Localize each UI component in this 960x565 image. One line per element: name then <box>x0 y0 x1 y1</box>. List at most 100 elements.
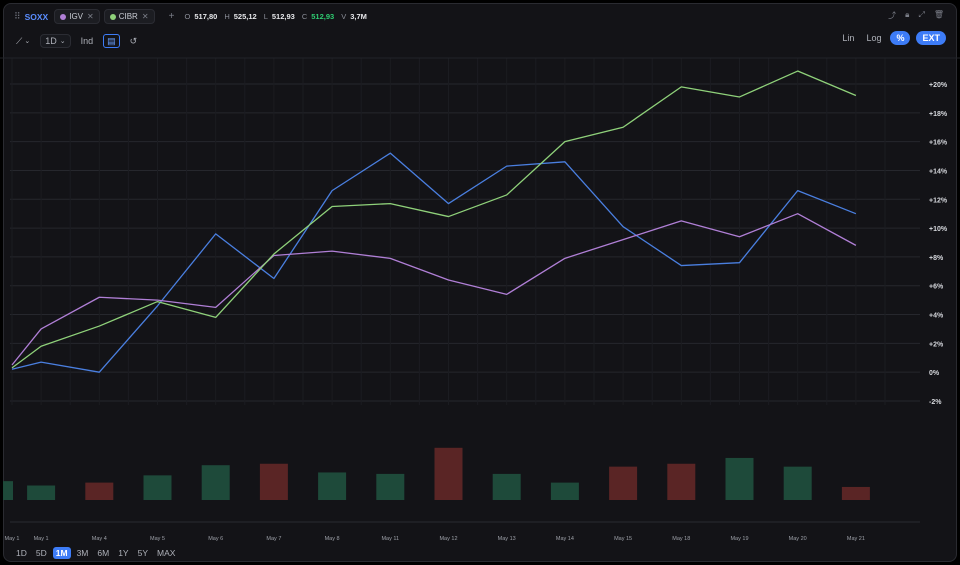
share-icon[interactable]: ⤴ <box>888 11 897 20</box>
range-1d[interactable]: 1D <box>16 548 27 558</box>
x-tick-label: May 11 <box>381 536 399 542</box>
x-tick-label: May 5 <box>150 536 165 542</box>
x-tick-label: May 7 <box>266 536 281 542</box>
percent-scale-button[interactable]: % <box>890 31 911 45</box>
volume-bar <box>434 447 463 500</box>
x-tick-label: May 14 <box>556 536 574 542</box>
series-line-soxx <box>11 152 857 373</box>
x-tick-label: May 1 <box>34 536 49 542</box>
y-tick-label: +14% <box>929 168 948 175</box>
trash-icon[interactable]: 🗑︎ <box>933 10 944 19</box>
close-label: C <box>301 12 308 21</box>
open-label: O <box>184 12 191 21</box>
lin-scale-button[interactable]: Lin <box>842 33 855 43</box>
range-5y[interactable]: 5Y <box>137 548 148 558</box>
volume-bar <box>783 466 812 500</box>
x-tick-label: May 6 <box>208 536 223 542</box>
range-1m[interactable]: 1M <box>52 547 71 559</box>
y-tick-label: +8% <box>929 255 944 262</box>
chevron-down-icon: ⌄ <box>24 38 31 45</box>
x-tick-label: May 1 <box>5 536 20 542</box>
volume-bar <box>85 482 114 500</box>
range-selector: 1D 5D 1M 3M 6M 1Y 5Y MAX <box>13 547 178 559</box>
range-1y[interactable]: 1Y <box>118 548 129 558</box>
volume-bar <box>550 482 579 500</box>
drag-handle-icon[interactable]: ⠿ <box>14 11 21 21</box>
compare-chip-igv[interactable]: IGV ✕ <box>54 9 100 24</box>
y-tick-label: +18% <box>929 111 948 118</box>
volume-bar <box>259 463 288 500</box>
x-tick-label: May 18 <box>672 536 690 542</box>
scale-toggles: Lin Log % EXT <box>839 31 946 45</box>
expand-icon[interactable]: ⤢ <box>918 10 925 19</box>
x-tick-label: May 4 <box>92 536 107 542</box>
volume-bar <box>143 475 172 500</box>
volume-bar <box>201 465 230 500</box>
y-tick-label: +6% <box>929 284 944 291</box>
open-value: 517,80 <box>194 12 218 21</box>
series-color-dot <box>109 13 116 20</box>
series-color-dot <box>60 13 67 20</box>
range-6m[interactable]: 6M <box>97 548 110 558</box>
volume-label: V <box>341 12 347 21</box>
volume-bar <box>3 481 13 500</box>
interval-value: 1D <box>45 36 57 46</box>
compare-symbol: IGV <box>69 12 83 21</box>
y-tick-label: +10% <box>929 226 948 233</box>
x-tick-label: May 13 <box>498 536 516 542</box>
series-line-igv <box>11 213 857 366</box>
series-line-cibr <box>11 70 857 369</box>
high-label: H <box>224 12 230 21</box>
compare-chip-cibr[interactable]: CIBR ✕ <box>103 9 155 24</box>
log-scale-button[interactable]: Log <box>866 33 882 43</box>
y-tick-label: +20% <box>929 82 948 89</box>
chevron-down-icon: ⌄ <box>59 38 66 45</box>
x-tick-label: May 20 <box>789 536 807 542</box>
range-5d[interactable]: 5D <box>35 548 47 558</box>
chart-toolbar: ⟋ ⌄ 1D ⌄ Ind ▤ ↺ <box>4 31 956 51</box>
add-symbol-button[interactable]: + <box>168 11 175 22</box>
indicators-button[interactable]: Ind <box>80 36 94 46</box>
y-tick-label: +2% <box>929 341 944 348</box>
x-tick-label: May 15 <box>614 536 632 542</box>
compare-symbol: CIBR <box>118 12 138 21</box>
x-tick-label: May 12 <box>439 536 457 542</box>
close-icon[interactable]: ✕ <box>87 12 94 21</box>
y-tick-label: -2% <box>929 399 942 406</box>
volume-bar <box>841 486 870 500</box>
y-tick-label: +4% <box>929 313 944 320</box>
comment-toggle[interactable]: ▤ <box>103 34 120 48</box>
volume-bar <box>609 466 638 500</box>
comment-icon: ▤ <box>107 35 116 46</box>
volume-value: 3,7M <box>350 12 367 21</box>
history-icon: ↺ <box>129 35 138 46</box>
volume-bar <box>318 472 347 500</box>
volume-bar <box>667 463 696 500</box>
high-value: 525,12 <box>233 12 257 21</box>
lock-icon[interactable]: 🔒︎ <box>905 10 910 19</box>
volume-bar <box>376 473 405 500</box>
low-label: L <box>263 12 268 21</box>
range-3m[interactable]: 3M <box>76 548 89 558</box>
chart-type-button[interactable]: ⟋ ⌄ <box>16 36 30 47</box>
line-chart-icon: ⟋ <box>16 35 23 46</box>
interval-select[interactable]: 1D ⌄ <box>40 34 71 48</box>
ohlc-readout: O 517,80 H 525,12 L 512,93 C 512,93 V 3,… <box>185 12 370 21</box>
close-icon[interactable]: ✕ <box>141 12 149 21</box>
range-max[interactable]: MAX <box>157 548 176 558</box>
volume-bar <box>725 457 754 500</box>
x-tick-label: May 8 <box>325 536 340 542</box>
main-ticker[interactable]: SOXX <box>24 11 49 22</box>
low-value: 512,93 <box>271 12 295 21</box>
y-tick-label: +12% <box>929 197 948 204</box>
reset-button[interactable]: ↺ <box>130 36 138 47</box>
window-controls: ⤴ 🔒︎ ⤢ 🗑︎ <box>888 10 944 21</box>
extended-hours-button[interactable]: EXT <box>916 31 946 45</box>
close-value: 512,93 <box>311 12 335 21</box>
x-tick-label: May 19 <box>730 536 748 542</box>
volume-bar <box>492 473 521 500</box>
y-tick-label: +16% <box>929 140 948 147</box>
y-tick-label: 0% <box>929 370 940 377</box>
x-tick-label: May 21 <box>847 536 865 542</box>
